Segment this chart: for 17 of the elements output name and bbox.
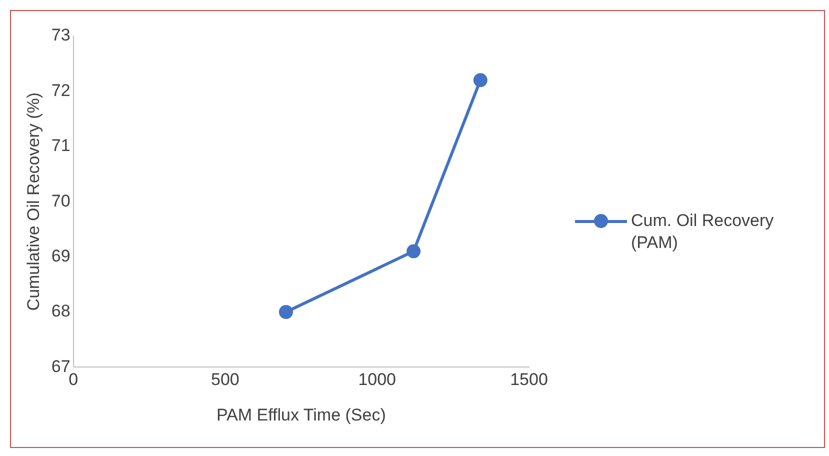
x-tick-label: 1000 — [358, 370, 396, 390]
x-axis-title: PAM Efflux Time (Sec) — [216, 405, 386, 424]
y-tick-label: 72 — [51, 80, 70, 100]
legend-label: Cum. Oil Recovery (PAM) — [631, 210, 775, 254]
y-tick-label: 68 — [51, 302, 70, 321]
x-tick-label: 1500 — [510, 370, 548, 390]
x-tick-label: 0 — [68, 370, 78, 390]
y-tick-label: 69 — [51, 246, 70, 266]
y-tick-label: 70 — [51, 191, 70, 210]
point — [473, 73, 488, 88]
point — [406, 244, 421, 258]
x-tick-label: 500 — [211, 370, 240, 390]
y-tick-label: 67 — [51, 356, 70, 376]
y-tick-label: 71 — [51, 136, 70, 156]
y-axis-title: Cumulative Oil Recovery (%) — [24, 92, 43, 311]
point — [278, 305, 293, 319]
y-tick-label: 73 — [51, 26, 70, 45]
